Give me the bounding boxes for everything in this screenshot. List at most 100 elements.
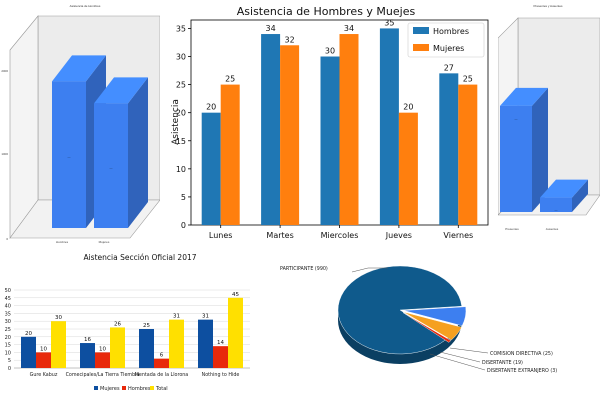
pie-slice xyxy=(403,311,462,341)
bar-mujeres xyxy=(80,343,95,368)
legend-swatch-hombres xyxy=(413,27,429,34)
y-tick-label: 15 xyxy=(176,137,186,146)
data-label: 34 xyxy=(344,24,354,33)
leader-line xyxy=(351,267,369,273)
legend-label-hombres: Hombres xyxy=(433,27,469,36)
x-tick-label: Nothing to Hide xyxy=(202,372,240,378)
hombres-mujeres-3d-chart: Asistencia de Hombres 2000 1000 0 --- Hom… xyxy=(1,4,160,244)
data-label: 30 xyxy=(325,47,335,56)
y-tick-label: 0 xyxy=(8,366,11,372)
data-label: 34 xyxy=(266,24,276,33)
y-tick-label: 25 xyxy=(176,81,186,90)
data-label: 20 xyxy=(403,103,413,112)
y-tick-label: 20 xyxy=(5,335,11,341)
data-label: 6 xyxy=(160,353,164,359)
y-tick-label: 15 xyxy=(5,343,11,349)
y-tick-label: 2000 xyxy=(1,69,8,73)
y-tick-label: 35 xyxy=(176,24,186,33)
data-label: 32 xyxy=(285,35,295,44)
data-label: 35 xyxy=(384,18,394,27)
legend-swatch-mujeres xyxy=(94,386,98,390)
y-tick-label: 40 xyxy=(5,304,11,310)
bar-mujeres xyxy=(198,319,213,368)
y-tick-label: 45 xyxy=(5,296,11,302)
data-label: --- xyxy=(110,167,113,171)
legend-swatch-mujeres xyxy=(413,44,429,51)
y-tick-label: 5 xyxy=(8,358,11,364)
pie-side xyxy=(338,310,462,364)
data-label: 27 xyxy=(444,63,454,72)
data-label: 26 xyxy=(114,321,121,327)
bar-total xyxy=(228,297,243,368)
data-label: 31 xyxy=(202,314,209,320)
x-tick-label: Martes xyxy=(266,231,293,240)
x-tick-label: Mentada de la Llorona xyxy=(135,372,189,378)
leader-line xyxy=(449,347,489,354)
data-label: 20 xyxy=(206,103,216,112)
presentes-ausentes-3d-chart: Presentes y Ausentes --- Presentes --- Ause… xyxy=(498,4,600,231)
bar-total xyxy=(169,319,184,368)
legend-label-hombres: Hombres xyxy=(128,386,151,392)
y-tick-label: 25 xyxy=(5,327,11,333)
bar-total xyxy=(51,321,66,368)
data-label: --- xyxy=(68,156,71,160)
bar-hombres xyxy=(320,56,340,225)
x-tick-label: Jueves xyxy=(385,231,412,240)
bar-hombres xyxy=(201,112,221,225)
chart-title: Asistencia de Hombres xyxy=(70,4,101,8)
data-label: 16 xyxy=(84,337,91,343)
bar-3d xyxy=(500,87,548,212)
chart-title: Asistencia de Hombres y Muejes xyxy=(237,5,416,18)
leader-line xyxy=(439,351,481,363)
slice-label: PARTICIPANTE (990) xyxy=(280,266,328,272)
pie-slice xyxy=(337,265,462,355)
slice-label: DISERTANTE (19) xyxy=(482,360,523,366)
bar-hombres xyxy=(379,28,399,226)
chart-title: Presentes y Ausentes xyxy=(533,4,563,8)
y-tick-label: 30 xyxy=(176,53,186,62)
asistencia-bar-chart: Asistencia de Hombres y Muejes Asistenci… xyxy=(171,5,489,240)
aistencia-seccion-oficial-chart: Aistencia Sección Oficial 2017 0 5 10 15 20 2… xyxy=(5,253,250,392)
participantes-3d-pie-chart: PARTICIPANTE (990) COMISION DIRECTIVA (2… xyxy=(280,265,557,374)
chart-title: Aistencia Sección Oficial 2017 xyxy=(83,253,196,262)
x-tick-label: Gure Kabuz xyxy=(30,372,58,378)
pie-slice xyxy=(403,306,467,327)
legend: Mujeres Hombres Total xyxy=(94,386,168,392)
bar-hombres xyxy=(36,352,51,368)
y-tick-label: 20 xyxy=(176,109,186,118)
data-label: 10 xyxy=(99,346,106,352)
legend-label-total: Total xyxy=(155,386,168,392)
x-tick-label: Hombres xyxy=(56,240,69,244)
bar-mujeres xyxy=(458,84,478,225)
data-label: 20 xyxy=(25,331,32,337)
legend-label-mujeres: Mujeres xyxy=(100,386,120,392)
y-tick-label: 5 xyxy=(181,193,186,202)
bar-mujeres xyxy=(280,45,300,225)
y-axis-label: Asistencia xyxy=(171,99,181,145)
bar-3d xyxy=(540,179,588,212)
x-tick-label: Viernes xyxy=(443,231,473,240)
data-label: 25 xyxy=(143,323,150,329)
data-label: 45 xyxy=(232,292,239,298)
x-tick-label: Comecipales/La Tierra Tiembla xyxy=(66,372,140,378)
data-label: --- xyxy=(515,117,518,121)
x-tick-label: Mujeres xyxy=(99,240,110,244)
bar-hombres xyxy=(261,34,281,226)
x-tick-label: Presentes xyxy=(505,227,519,231)
bar-mujeres xyxy=(139,329,154,368)
x-tick-label: Ausentes xyxy=(546,227,559,231)
bar-mujeres xyxy=(220,84,240,225)
bar-hombres xyxy=(154,358,169,368)
bar-3d xyxy=(94,77,148,228)
y-tick-label: 1000 xyxy=(1,152,8,156)
legend-swatch-hombres xyxy=(122,386,126,390)
y-tick-label: 10 xyxy=(176,165,186,174)
bar-hombres xyxy=(213,346,228,368)
data-label: --- xyxy=(555,209,558,213)
legend-label-mujeres: Mujeres xyxy=(433,44,464,53)
y-tick-label: 0 xyxy=(181,221,186,230)
bar-hombres xyxy=(439,73,459,225)
leader-line xyxy=(429,353,486,371)
y-tick-label: 35 xyxy=(5,311,11,317)
pie-annotations: PARTICIPANTE (990) COMISION DIRECTIVA (2… xyxy=(280,266,557,374)
